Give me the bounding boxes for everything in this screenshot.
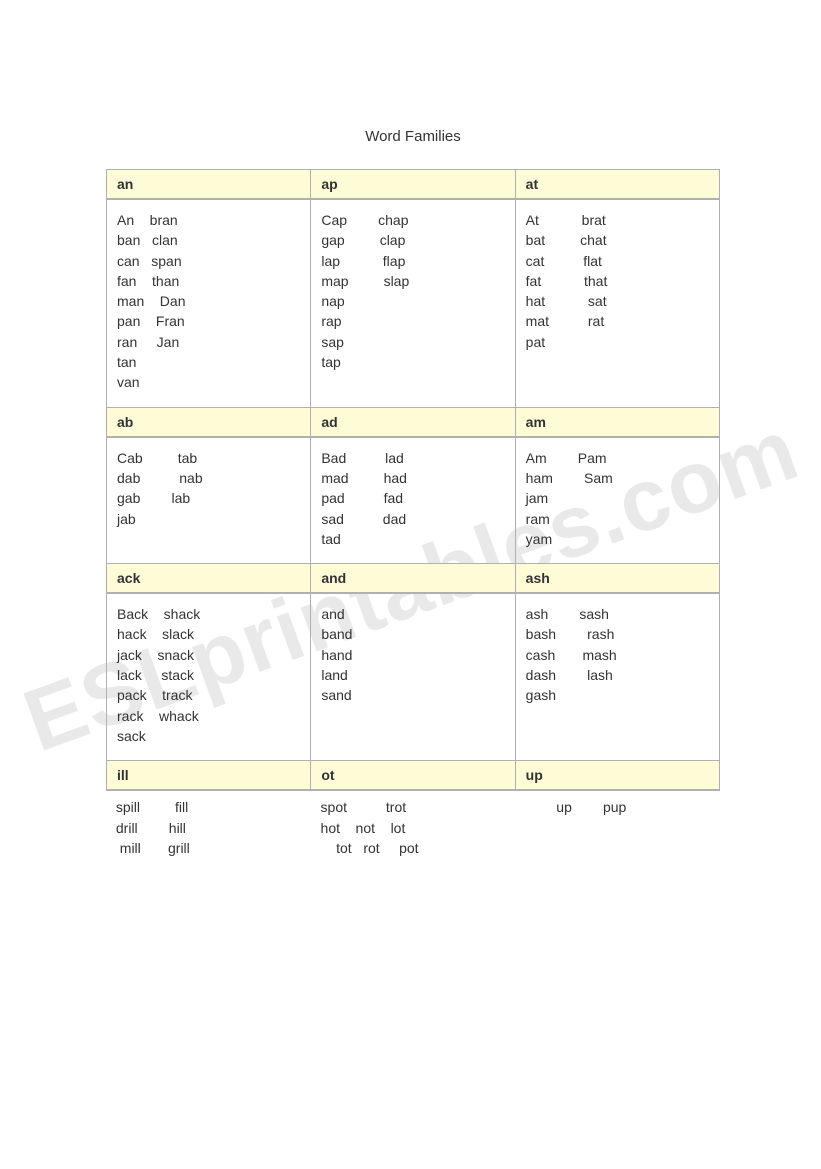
cell-body-and: and band hand land sand bbox=[311, 594, 514, 719]
cell-header-and: and bbox=[311, 564, 514, 593]
cell-header-ab: ab bbox=[107, 408, 310, 437]
cell-header-ad: ad bbox=[311, 408, 514, 437]
bottom-row: spill fill drill hill mill grill spot tr… bbox=[106, 791, 720, 864]
cell-header-am: am bbox=[516, 408, 719, 437]
cell-body-at: At brat bat chat cat flat fat that hat s… bbox=[516, 200, 719, 366]
cell-header-ash: ash bbox=[516, 564, 719, 593]
cell-header-ot: ot bbox=[311, 761, 514, 790]
cell-body-ack: Back shack hack slack jack snack lack st… bbox=[107, 594, 310, 760]
cell-header-up: up bbox=[516, 761, 719, 790]
word-families-table: an ap at An bran ban clan can span fan t… bbox=[106, 169, 720, 791]
cell-body-ot: spot trot hot not lot tot rot pot bbox=[311, 791, 516, 864]
cell-header-at: at bbox=[516, 170, 719, 199]
cell-body-an: An bran ban clan can span fan than man D… bbox=[107, 200, 310, 407]
cell-body-ap: Cap chap gap clap lap flap map slap nap … bbox=[311, 200, 514, 386]
document-page: Word Families an ap at An bran ban clan … bbox=[106, 128, 720, 864]
cell-body-up: up pup bbox=[515, 791, 720, 823]
page-title: Word Families bbox=[106, 128, 720, 145]
cell-body-ash: ash sash bash rash cash mash dash lash g… bbox=[516, 594, 719, 719]
cell-body-ad: Bad lad mad had pad fad sad dad tad bbox=[311, 438, 514, 563]
cell-header-an: an bbox=[107, 170, 310, 199]
cell-header-ill: ill bbox=[107, 761, 310, 790]
cell-header-ack: ack bbox=[107, 564, 310, 593]
cell-body-am: Am Pam ham Sam jam ram yam bbox=[516, 438, 719, 563]
cell-body-ill: spill fill drill hill mill grill bbox=[106, 791, 311, 864]
cell-body-ab: Cab tab dab nab gab lab jab bbox=[107, 438, 310, 543]
cell-header-ap: ap bbox=[311, 170, 514, 199]
